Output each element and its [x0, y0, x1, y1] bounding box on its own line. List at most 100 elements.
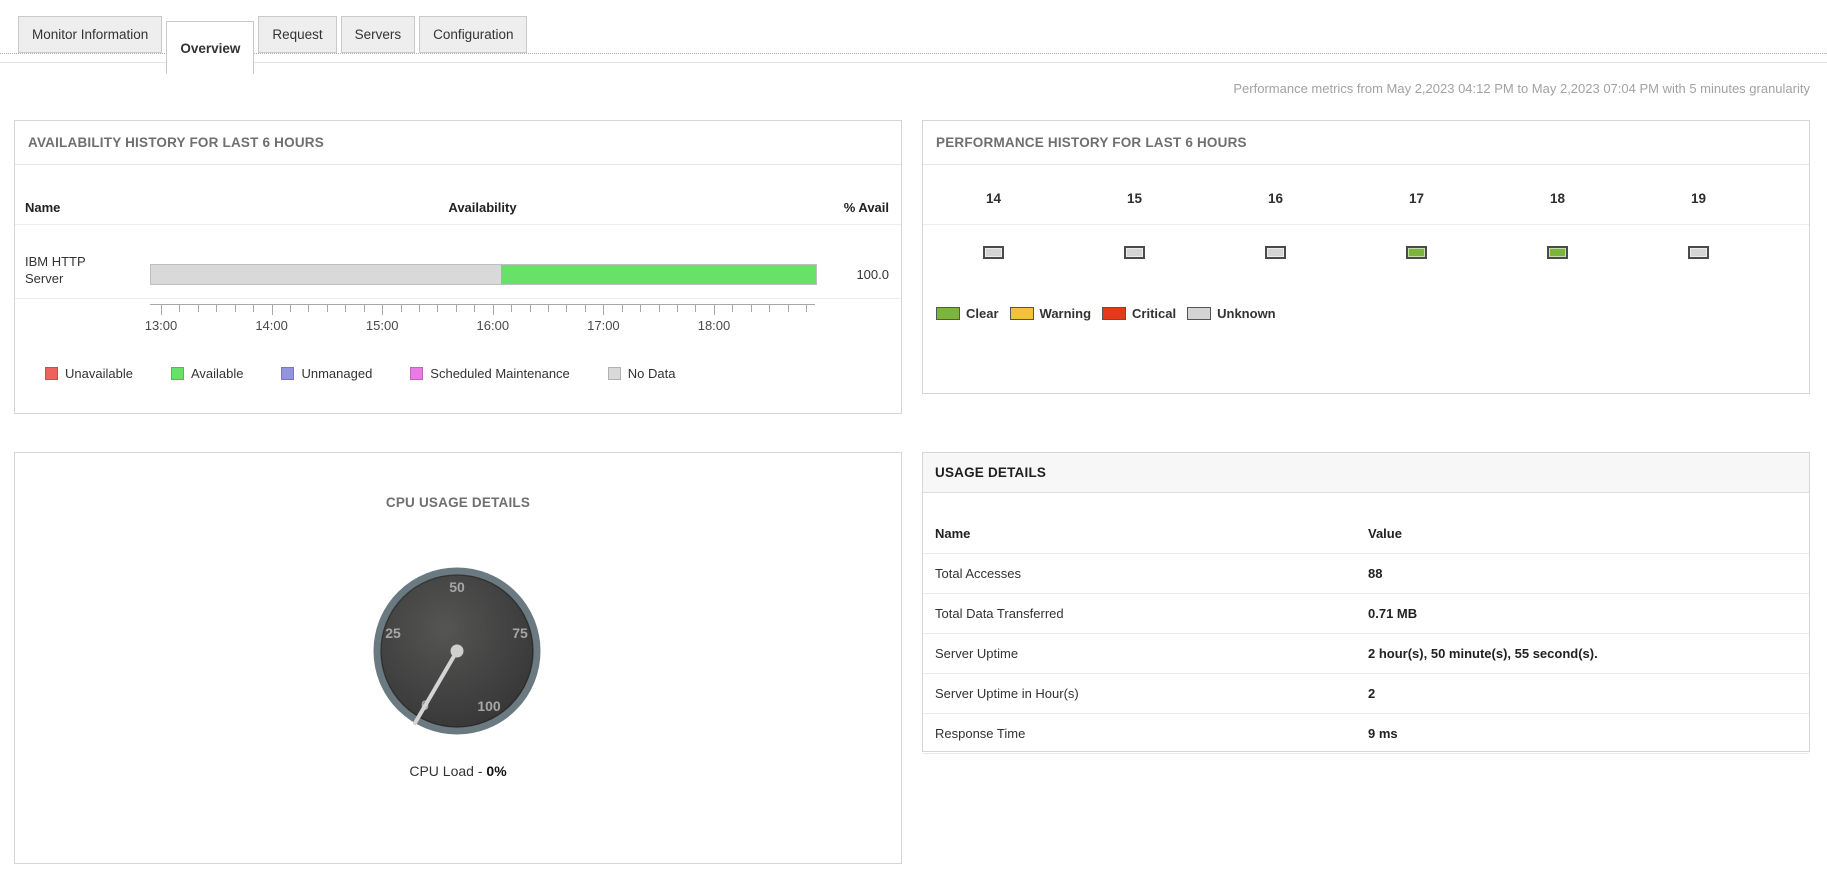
gauge-tick-label-100: 100: [477, 698, 501, 714]
cpu-panel-title: CPU USAGE DETAILS: [385, 495, 531, 510]
legend-swatch-unavailable: [45, 367, 58, 380]
hour-label-17: 17: [1408, 191, 1425, 206]
hour-label-19: 19: [1690, 191, 1707, 206]
legend-label: Warning: [1039, 306, 1092, 321]
hour-status-cell-19: [1628, 246, 1769, 259]
gauge-needle-hub: [450, 644, 464, 658]
legend-label: Unmanaged: [301, 366, 373, 381]
tab-overview[interactable]: Overview: [166, 21, 255, 74]
divider: [15, 298, 901, 299]
usage-metric-value: 88: [1368, 566, 1383, 581]
usage-table-row: Server Uptime 2 hour(s), 50 minute(s), 55…: [923, 634, 1809, 674]
usage-table-row: Server Uptime in Hour(s) 2: [923, 674, 1809, 714]
axis-tick: [566, 305, 568, 312]
status-box-unknown: [1265, 246, 1286, 259]
usage-metric-value: 0.71 MB: [1368, 606, 1418, 621]
gauge-tick-label-50: 50: [449, 579, 465, 595]
axis-tick: [677, 305, 679, 312]
cpu-load-caption: CPU Load - 0%: [15, 763, 901, 779]
axis-tick: [308, 305, 310, 312]
usage-metric-value: 9 ms: [1368, 726, 1398, 741]
axis-tick: [584, 305, 586, 312]
legend-swatch-unknown: [1187, 307, 1212, 320]
legend-item-critical: Critical: [1102, 306, 1176, 321]
legend-label: No Data: [627, 366, 676, 381]
gauge-needle: [413, 649, 459, 725]
usage-panel-header: USAGE DETAILS: [923, 453, 1809, 493]
status-box-clear: [1547, 246, 1568, 259]
usage-table-row: Total Data Transferred 0.71 MB: [923, 594, 1809, 634]
column-header-value: Value: [1368, 526, 1402, 541]
tab-configuration[interactable]: Configuration: [419, 16, 528, 53]
hour-status-cell-15: [1064, 246, 1205, 259]
axis-tick: [732, 305, 734, 312]
legend-item-available: Available: [170, 366, 244, 381]
axis-tick: [695, 305, 697, 312]
axis-tick: [806, 305, 808, 312]
usage-metric-name: Server Uptime in Hour(s): [935, 686, 1079, 701]
axis-tick: [345, 305, 347, 312]
cpu-load-label: CPU Load -: [409, 763, 487, 779]
axis-tick: [492, 305, 494, 315]
axis-label: 15:00: [365, 318, 399, 333]
column-header-name: Name: [935, 526, 971, 541]
axis-tick: [511, 305, 513, 312]
legend-swatch-available: [170, 367, 184, 380]
axis-tick: [437, 305, 439, 312]
tab-strip-dotted-line: [0, 53, 1827, 54]
legend-item-unmanaged: Unmanaged: [281, 366, 372, 381]
hour-status-cell-16: [1205, 246, 1346, 259]
tab-request[interactable]: Request: [258, 16, 337, 53]
axis-tick: [713, 305, 715, 315]
legend-swatch-unmanaged: [281, 367, 295, 380]
legend-label: Critical: [1132, 306, 1177, 321]
usage-metric-name: Response Time: [935, 726, 1026, 741]
axis-tick: [787, 305, 789, 312]
gauge-tick-label-75: 75: [512, 625, 528, 641]
tab-strip: Monitor Information Overview Request Server…: [18, 0, 531, 74]
axis-tick: [455, 305, 457, 312]
column-header-availability: Availability: [448, 200, 517, 215]
axis-tick: [216, 305, 218, 312]
tab-servers[interactable]: Servers: [340, 16, 416, 53]
tab-bar: Monitor Information Overview Request Server…: [0, 0, 1827, 74]
time-axis: 13:00 14:00 15:00 16:00 17:00 18:00: [145, 304, 815, 345]
tab-monitor-information[interactable]: Monitor Information: [18, 16, 163, 53]
gauge-inner-rim: [380, 574, 534, 728]
status-box-unknown: [983, 246, 1004, 259]
status-box-unknown: [1124, 246, 1145, 259]
hour-label-18: 18: [1549, 191, 1566, 206]
axis-tick: [603, 305, 605, 315]
divider: [15, 164, 901, 165]
legend-label: Scheduled Maintenance: [430, 366, 570, 381]
availability-bar: [150, 264, 817, 285]
status-box-unknown: [1688, 246, 1709, 259]
legend-item-unknown: Unknown: [1187, 306, 1276, 321]
usage-table-row: Response Time 9 ms: [923, 714, 1809, 754]
legend-swatch-no-data: [607, 367, 621, 380]
usage-details-panel: USAGE DETAILS Name Value Total Accesses 8…: [922, 452, 1810, 754]
usage-metric-name: Total Data Transferred: [935, 606, 1064, 621]
axis-tick: [179, 305, 181, 312]
legend-label: Clear: [966, 306, 999, 321]
axis-tick: [234, 305, 236, 312]
divider: [923, 164, 1809, 165]
axis-tick: [382, 305, 384, 315]
legend-swatch-critical: [1102, 307, 1127, 320]
axis-label: 17:00: [587, 318, 620, 333]
hour-label-14: 14: [985, 191, 1002, 206]
legend-label: Available: [190, 366, 244, 381]
legend-swatch-warning: [1009, 307, 1034, 320]
axis-label: 18:00: [697, 318, 731, 333]
performance-history-panel: PERFORMANCE HISTORY FOR LAST 6 HOURS 14 1…: [922, 120, 1810, 394]
axis-tick: [769, 305, 771, 312]
axis-tick: [161, 305, 162, 315]
usage-panel-title: USAGE DETAILS: [935, 465, 1047, 480]
availability-panel-title: AVAILABILITY HISTORY FOR LAST 6 HOURS: [28, 135, 324, 150]
legend-swatch-scheduled-maintenance: [410, 367, 424, 380]
availability-legend: Unavailable Available Unmanaged Scheduled M…: [45, 366, 676, 381]
legend-item-clear: Clear: [936, 306, 999, 321]
hour-label-16: 16: [1267, 191, 1284, 206]
availability-history-panel: AVAILABILITY HISTORY FOR LAST 6 HOURS Na…: [14, 120, 902, 414]
axis-tick: [474, 305, 476, 312]
